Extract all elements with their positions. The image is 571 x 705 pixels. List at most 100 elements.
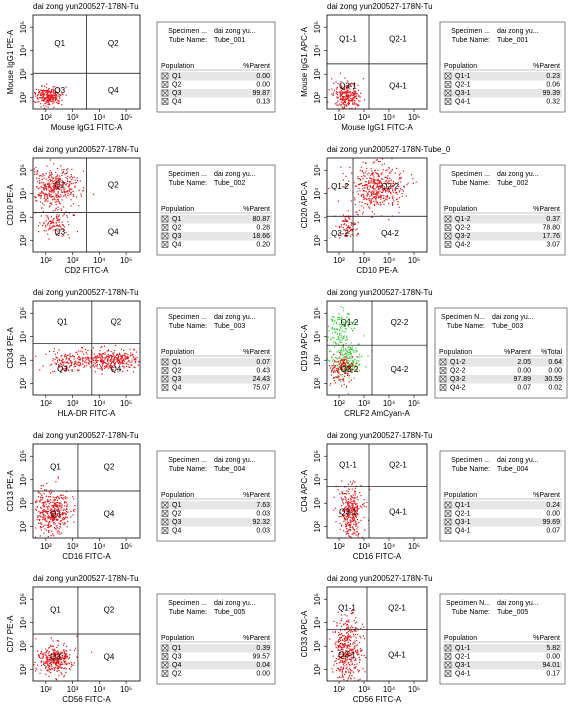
event-dot bbox=[40, 487, 42, 489]
event-dot bbox=[56, 499, 59, 501]
event-dot bbox=[46, 100, 48, 102]
event-dot bbox=[355, 645, 357, 647]
row-name: Q1-1 bbox=[455, 502, 471, 509]
event-dot bbox=[55, 363, 58, 365]
quadrant-label: Q3-2 bbox=[331, 229, 349, 238]
specimen-label: Specimen ... bbox=[168, 314, 207, 321]
event-dot bbox=[347, 87, 349, 89]
event-dot bbox=[70, 192, 72, 194]
event-dot bbox=[35, 212, 37, 214]
event-dot bbox=[341, 660, 343, 662]
event-dot bbox=[381, 201, 384, 203]
event-dot bbox=[354, 199, 356, 201]
event-dot bbox=[359, 658, 361, 661]
event-dot bbox=[46, 520, 48, 522]
event-dot bbox=[346, 507, 348, 509]
event-dot bbox=[343, 635, 345, 637]
event-dot bbox=[339, 94, 341, 96]
event-dot bbox=[112, 354, 114, 356]
event-dot bbox=[353, 497, 355, 499]
event-dot bbox=[56, 654, 58, 656]
checkbox-x bbox=[445, 527, 451, 534]
event-dot bbox=[366, 187, 368, 189]
event-dot bbox=[348, 529, 350, 532]
event-dot bbox=[345, 500, 347, 502]
event-dot bbox=[58, 675, 60, 677]
event-dot bbox=[350, 230, 352, 232]
tube-value: Tube_003 bbox=[214, 323, 245, 330]
event-dot bbox=[55, 658, 57, 660]
event-dot bbox=[80, 364, 82, 366]
event-dot bbox=[60, 196, 62, 198]
event-dot bbox=[337, 328, 339, 330]
event-dot bbox=[46, 650, 48, 652]
event-dot bbox=[50, 659, 52, 661]
event-dot bbox=[345, 232, 347, 234]
event-dot bbox=[68, 658, 70, 660]
event-dot bbox=[41, 499, 43, 501]
event-dot bbox=[56, 665, 58, 667]
event-dot bbox=[357, 671, 360, 673]
event-dot bbox=[357, 184, 360, 186]
event-dot bbox=[130, 364, 132, 366]
specimen-label: Specimen ... bbox=[451, 171, 490, 178]
event-dot bbox=[62, 215, 64, 217]
event-dot bbox=[51, 101, 53, 103]
event-dot bbox=[399, 190, 401, 192]
event-dot bbox=[113, 357, 115, 359]
event-dot bbox=[343, 665, 345, 667]
event-dot bbox=[52, 90, 54, 92]
event-dot bbox=[48, 526, 50, 528]
event-dot bbox=[376, 183, 378, 185]
event-dot bbox=[60, 360, 63, 362]
event-dot bbox=[71, 188, 73, 190]
x-tick-label: 10³ bbox=[358, 256, 370, 265]
event-dot bbox=[348, 555, 349, 556]
quadrant-label: Q1-1 bbox=[339, 35, 357, 44]
event-dot bbox=[134, 362, 136, 364]
event-dot bbox=[59, 359, 61, 361]
event-dot bbox=[392, 190, 394, 192]
event-dot bbox=[338, 653, 340, 656]
event-dot bbox=[362, 635, 364, 637]
event-dot bbox=[341, 224, 343, 226]
event-dot bbox=[76, 656, 78, 658]
event-dot bbox=[356, 360, 358, 362]
event-dot bbox=[342, 96, 344, 98]
event-dot bbox=[72, 214, 74, 216]
event-dot bbox=[47, 511, 49, 513]
row-shade bbox=[160, 215, 272, 224]
row-name: Q2-2 bbox=[450, 367, 466, 374]
dot-cloud bbox=[35, 344, 143, 375]
event-dot bbox=[394, 192, 397, 194]
event-dot bbox=[45, 101, 47, 103]
event-dot bbox=[90, 356, 92, 359]
event-dot bbox=[59, 664, 61, 666]
event-dot bbox=[142, 363, 143, 364]
event-dot bbox=[82, 187, 85, 189]
event-dot bbox=[71, 193, 73, 195]
event-dot bbox=[383, 203, 385, 205]
event-dot bbox=[64, 523, 66, 525]
event-dot bbox=[347, 635, 349, 637]
event-dot bbox=[114, 364, 116, 366]
event-dot bbox=[82, 363, 84, 365]
event-dot bbox=[328, 365, 330, 367]
event-dot bbox=[360, 355, 363, 358]
event-dot bbox=[332, 94, 334, 96]
event-dot bbox=[359, 179, 362, 181]
event-dot bbox=[66, 526, 68, 528]
event-dot bbox=[341, 92, 343, 94]
event-dot bbox=[351, 484, 353, 486]
event-dot bbox=[353, 529, 355, 531]
event-dot bbox=[375, 200, 377, 202]
event-dot bbox=[44, 183, 46, 185]
event-dot bbox=[348, 663, 350, 665]
event-dot bbox=[50, 492, 53, 494]
event-dot bbox=[65, 654, 67, 656]
event-dot bbox=[333, 496, 335, 498]
event-dot bbox=[57, 182, 59, 184]
event-dot bbox=[349, 505, 351, 507]
event-dot bbox=[331, 332, 333, 334]
event-dot bbox=[134, 358, 136, 360]
